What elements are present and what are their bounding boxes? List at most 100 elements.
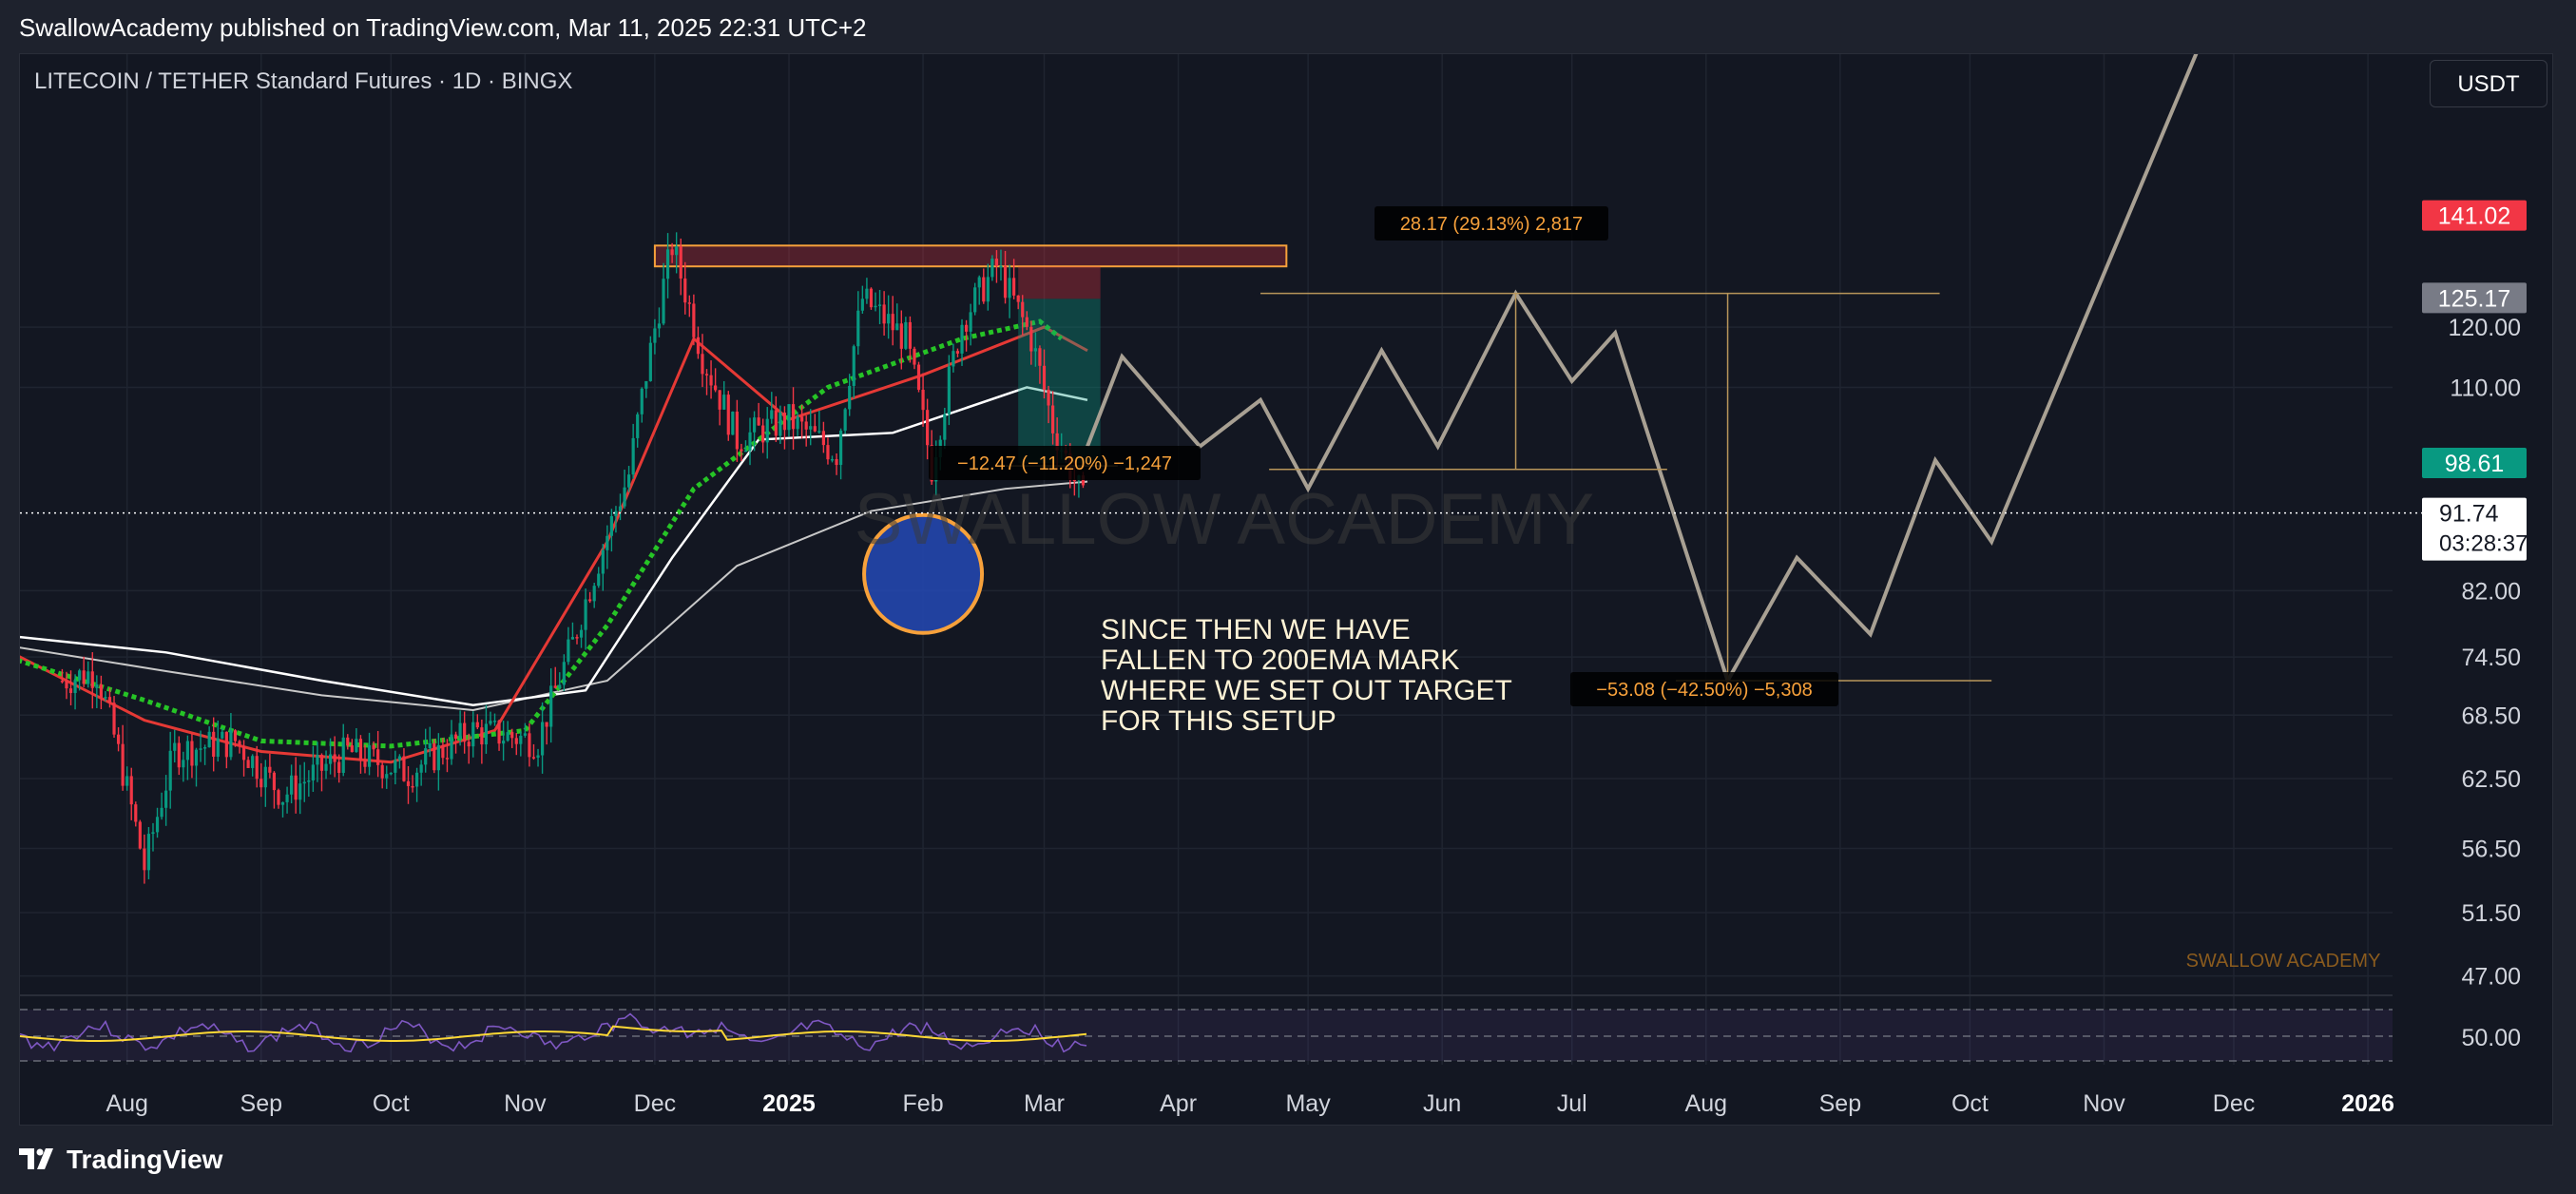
- projection-path[interactable]: [1086, 47, 2200, 685]
- candle-body: [800, 416, 804, 422]
- candle-body: [216, 738, 220, 758]
- candle-body: [877, 304, 882, 306]
- candle-body: [969, 312, 972, 332]
- currency-button[interactable]: USDT: [2430, 60, 2547, 107]
- candle-body: [238, 741, 241, 746]
- candle-body: [346, 737, 350, 746]
- price-label[interactable]: 125.17: [2422, 282, 2527, 314]
- candle-body: [134, 804, 138, 822]
- measure-label-up[interactable]: 28.17 (29.13%) 2,817: [1375, 206, 1608, 241]
- measure-label-target[interactable]: −53.08 (−42.50%) −5,308: [1570, 672, 1838, 706]
- candle-body: [290, 775, 294, 795]
- candle-body: [1003, 265, 1008, 298]
- x-tick-label: Sep: [240, 1090, 282, 1117]
- candle-body: [1047, 389, 1050, 406]
- candle-body: [272, 772, 277, 791]
- ema-line-green: [20, 318, 1064, 749]
- candle-body: [726, 395, 730, 435]
- chart-frame[interactable]: [19, 53, 2553, 1126]
- x-tick-label: 2025: [762, 1090, 816, 1117]
- measure-label-target-text: −53.08 (−42.50%) −5,308: [1596, 680, 1812, 701]
- candle-body: [367, 744, 372, 767]
- watermark-small: SWALLOW ACADEMY: [2186, 951, 2381, 972]
- measure-label-target-bg: [1570, 672, 1838, 706]
- candle-body: [947, 366, 951, 414]
- candle-body: [718, 390, 721, 410]
- price-label[interactable]: 141.02: [2422, 200, 2527, 231]
- candle-body: [748, 432, 752, 451]
- candle-body: [860, 298, 864, 311]
- candle-body: [355, 739, 358, 753]
- candle-body: [843, 409, 847, 431]
- candle-body: [631, 437, 635, 475]
- candle-body: [609, 515, 613, 536]
- y-tick-label: 110.00: [2450, 375, 2521, 401]
- candle-body: [891, 314, 894, 331]
- short-target-zone[interactable]: [1018, 298, 1101, 464]
- price-label-bg: [2422, 282, 2527, 314]
- candle-body: [316, 755, 319, 765]
- candle-body: [986, 277, 990, 302]
- current-price-label[interactable]: 91.74 03:28:37: [2422, 497, 2528, 561]
- candle-body: [665, 249, 670, 279]
- candle-body: [385, 774, 389, 779]
- candle-body: [125, 776, 129, 786]
- candle-body: [960, 324, 964, 354]
- candle-body: [926, 410, 930, 446]
- candle-body: [298, 783, 302, 800]
- candle-body: [709, 375, 713, 386]
- candle-body: [787, 404, 791, 431]
- candle-body: [1055, 433, 1059, 451]
- tradingview-logo[interactable]: TradingView: [19, 1145, 222, 1175]
- axes: 120.00 110.00 82.00 74.50 68.50 62.50 56.50 51.…: [20, 200, 2528, 1117]
- candle-body: [640, 388, 644, 414]
- candle-body: [670, 249, 674, 256]
- candle-body: [1033, 348, 1037, 352]
- candle-body: [714, 385, 718, 391]
- candle-body: [588, 599, 592, 602]
- candle-body: [558, 684, 562, 688]
- candle-body: [268, 766, 272, 773]
- candle-body: [796, 416, 799, 430]
- candle-body: [241, 745, 246, 761]
- resistance-zone[interactable]: [653, 244, 1288, 268]
- candle-body: [177, 742, 181, 768]
- candle-body: [964, 324, 969, 332]
- candle-body: [280, 801, 285, 805]
- candle-body: [160, 807, 163, 818]
- candle-body: [770, 410, 774, 419]
- candle-body: [704, 374, 709, 376]
- candle-body: [436, 744, 440, 771]
- candle-body: [575, 637, 579, 639]
- short-stop-zone[interactable]: [1018, 266, 1101, 299]
- candle-body: [731, 411, 735, 435]
- candle-body: [701, 354, 704, 375]
- candle-body: [155, 817, 160, 833]
- candle-body: [916, 364, 921, 390]
- candle-body: [597, 573, 601, 587]
- candle-body: [380, 764, 384, 779]
- candle-body: [475, 722, 479, 728]
- candle-body: [618, 506, 623, 511]
- candle-body: [722, 395, 726, 410]
- candle-body: [644, 380, 648, 389]
- candle-body: [260, 779, 263, 788]
- candle-body: [319, 755, 324, 771]
- support-circle[interactable]: [862, 512, 985, 635]
- candle-body: [121, 743, 125, 786]
- candle-body: [497, 721, 501, 744]
- measure-label-drop[interactable]: −12.47 (−11.20%) −1,247: [929, 446, 1201, 480]
- tradingview-icon: [19, 1148, 53, 1169]
- candle-body: [506, 732, 509, 741]
- candle-body: [782, 413, 787, 431]
- y-tick-label: 68.50: [2461, 703, 2521, 729]
- candle-body: [458, 722, 462, 740]
- candle-body: [277, 790, 280, 805]
- price-label[interactable]: 98.61: [2422, 448, 2527, 479]
- candle-body: [882, 304, 886, 324]
- candle-body: [233, 730, 238, 741]
- candle-body: [358, 739, 363, 761]
- candle-body: [199, 748, 202, 750]
- candle-body: [87, 671, 90, 684]
